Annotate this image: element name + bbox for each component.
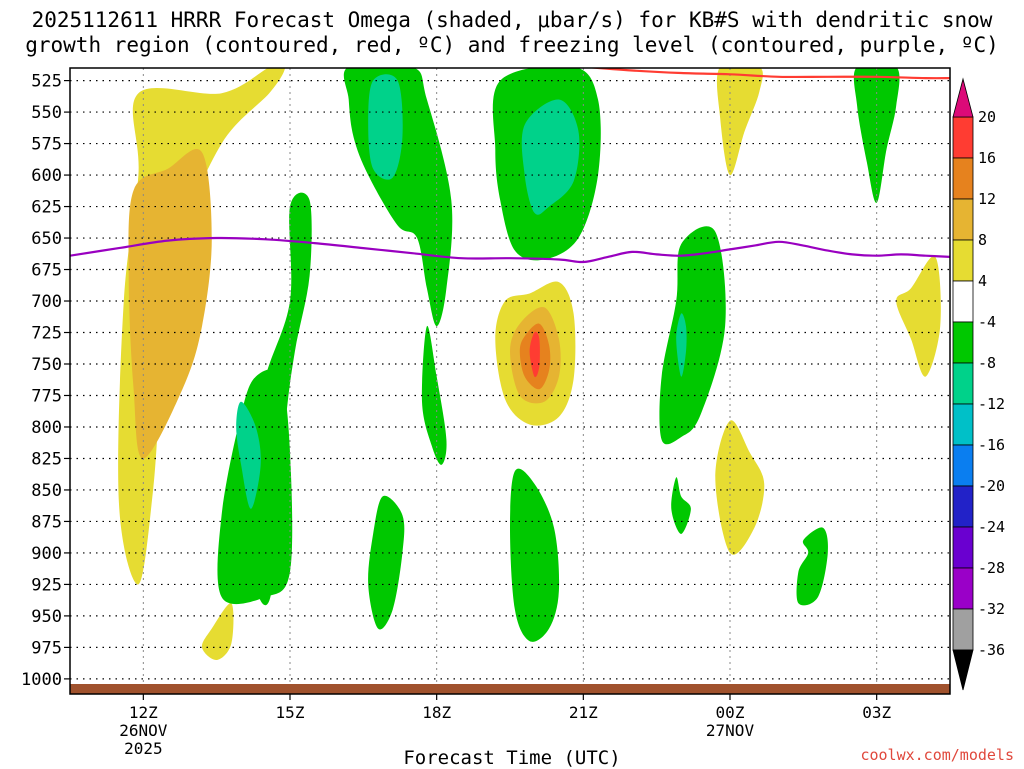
x-tick-label: 21Z	[569, 703, 598, 722]
colorbar-label: -20	[978, 477, 1005, 495]
colorbar-label: -8	[978, 354, 996, 372]
x-date-label: 26NOV	[119, 721, 168, 740]
colorbar-label: 16	[978, 149, 996, 167]
colorbar-segment	[953, 404, 973, 445]
colorbar-label: -16	[978, 436, 1005, 454]
colorbar-segment	[953, 240, 973, 281]
colorbar-segment	[953, 117, 973, 158]
colorbar-segment	[953, 445, 973, 486]
y-tick-label: 700	[31, 292, 62, 312]
colorbar-top-arrow	[953, 79, 973, 117]
colorbar-label: 8	[978, 231, 987, 249]
x-tick-label: 03Z	[862, 703, 891, 722]
colorbar-label: -24	[978, 518, 1005, 536]
x-tick-label: 15Z	[276, 703, 305, 722]
colorbar-segment	[953, 322, 973, 363]
colorbar-label: -12	[978, 395, 1005, 413]
colorbar-label: -36	[978, 641, 1005, 659]
colorbar-segment	[953, 527, 973, 568]
omega-region-negative-small-860	[671, 477, 691, 534]
x-tick-label: 18Z	[422, 703, 451, 722]
y-tick-label: 525	[31, 72, 62, 92]
y-tick-label: 650	[31, 229, 62, 249]
y-tick-label: 550	[31, 103, 62, 123]
omega-region-positive-far-right	[896, 256, 941, 377]
colorbar-segment	[953, 363, 973, 404]
y-tick-label: 800	[31, 418, 62, 438]
omega-region-negative-4-8-e	[659, 226, 725, 444]
x-date-label: 27NOV	[706, 721, 755, 740]
omega-region-negative-4-8-g	[854, 62, 900, 203]
chart: 525 550 575 600 625 650 675 700 725 750 775 800 825 8…	[0, 0, 1024, 768]
y-tick-label: 675	[31, 261, 62, 281]
y-tick-label: 850	[31, 481, 62, 501]
x-tick-label: 00Z	[716, 703, 745, 722]
omega-region-negative-8-12-a	[368, 74, 403, 179]
colorbar-label: -4	[978, 313, 996, 331]
y-tick-label: 775	[31, 386, 62, 406]
ground-terrain	[70, 684, 950, 694]
x-tick-label: 12Z	[129, 703, 158, 722]
colorbar-label: 4	[978, 272, 987, 290]
omega-region-positive-8-12-west	[129, 149, 212, 458]
y-tick-label: 975	[31, 638, 62, 658]
y-tick-label: 1000	[21, 670, 62, 690]
colorbar-segment	[953, 158, 973, 199]
y-tick-label: 825	[31, 449, 62, 469]
omega-region-positive-top-right	[717, 62, 763, 175]
y-tick-label: 900	[31, 544, 62, 564]
colorbar-label: 12	[978, 190, 996, 208]
colorbar-segment	[953, 486, 973, 527]
colorbar-label: -32	[978, 600, 1005, 618]
colorbar-bottom-arrow	[953, 650, 973, 690]
watermark: coolwx.com/models	[860, 746, 1014, 764]
y-tick-label: 875	[31, 512, 62, 532]
colorbar-segment	[953, 568, 973, 609]
colorbar-segment	[953, 199, 973, 240]
y-tick-label: 750	[31, 355, 62, 375]
y-tick-label: 575	[31, 135, 62, 155]
y-tick-label: 725	[31, 324, 62, 344]
omega-region-negative-small-900	[368, 496, 404, 630]
y-tick-label: 600	[31, 166, 62, 186]
y-tick-label: 625	[31, 198, 62, 218]
omega-region-negative-4-8-f	[797, 527, 828, 605]
colorbar-label: -28	[978, 559, 1005, 577]
y-tick-label: 950	[31, 607, 62, 627]
colorbar-label: 20	[978, 108, 996, 126]
colorbar-segment	[953, 281, 973, 322]
omega-region-positive-mid-right	[715, 420, 764, 555]
y-tick-label: 925	[31, 575, 62, 595]
omega-region-positive-small-975	[202, 603, 234, 660]
colorbar-segment	[953, 609, 973, 650]
